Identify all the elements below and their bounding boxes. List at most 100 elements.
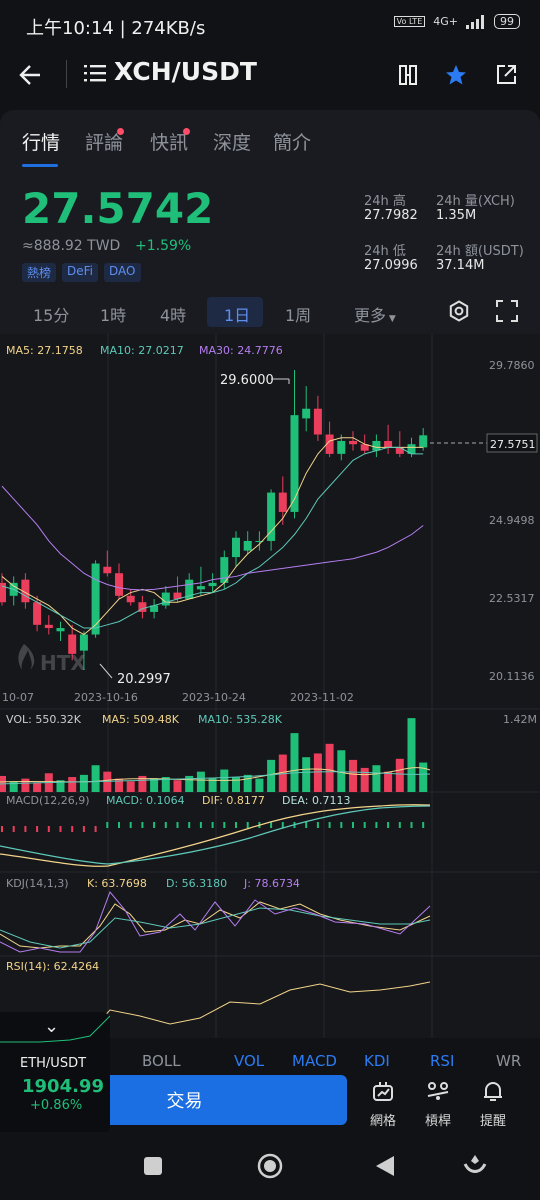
home-icon[interactable] bbox=[256, 1152, 284, 1180]
macd-bar bbox=[59, 826, 62, 832]
period-4h[interactable]: 4時 bbox=[160, 306, 187, 325]
tab-intro[interactable]: 簡介 bbox=[273, 132, 312, 154]
candle bbox=[21, 573, 30, 609]
dif-legend-value: DIF: 0.8177 bbox=[202, 794, 265, 807]
candle bbox=[126, 589, 135, 606]
candle bbox=[0, 573, 6, 606]
leverage-icon bbox=[427, 1082, 449, 1100]
volume-bar bbox=[21, 778, 30, 792]
vol-ma10-line bbox=[0, 771, 431, 785]
candle bbox=[349, 431, 357, 451]
indicator-tab-macd[interactable]: MACD bbox=[292, 1052, 337, 1066]
chart-area[interactable]: 29.7860 24.9498 22.5317 20.1136 MA5: 27.… bbox=[0, 334, 540, 1038]
fullscreen-icon[interactable] bbox=[496, 300, 518, 322]
period-more[interactable]: 更多 ▼ bbox=[354, 306, 396, 325]
volume-bar bbox=[126, 781, 135, 792]
period-1h[interactable]: 1時 bbox=[100, 306, 127, 325]
period-1w[interactable]: 1周 bbox=[285, 306, 312, 325]
menu-list-icon[interactable] bbox=[84, 64, 106, 82]
status-icons: Vo LTE 4G+ 99 bbox=[393, 14, 520, 29]
macd-bar bbox=[36, 826, 39, 832]
kdj-d-line bbox=[0, 907, 431, 949]
system-navigation-bar bbox=[0, 1132, 540, 1200]
stat-value-high: 27.7982 bbox=[364, 208, 418, 223]
volume-bar bbox=[349, 759, 357, 792]
tag-dao[interactable]: DAO bbox=[104, 263, 141, 282]
volume-bar bbox=[302, 757, 311, 792]
candle bbox=[419, 428, 428, 451]
indicator-tab-rsi[interactable]: RSI bbox=[430, 1052, 455, 1066]
tag-hot[interactable]: 熱榜 bbox=[22, 263, 57, 282]
macd-bar bbox=[363, 822, 366, 828]
tab-market[interactable]: 行情 bbox=[22, 132, 61, 154]
high-label: 29.6000 bbox=[220, 373, 274, 388]
candle bbox=[103, 550, 112, 577]
macd-bar bbox=[47, 826, 50, 832]
candle bbox=[325, 421, 334, 458]
x-tick-label: 2023-11-02 bbox=[290, 691, 354, 704]
candle bbox=[150, 599, 159, 619]
volume-bar bbox=[395, 758, 404, 792]
candle bbox=[255, 531, 264, 551]
candle bbox=[115, 563, 123, 600]
leverage-button[interactable]: 槓桿 bbox=[418, 1078, 458, 1129]
assist-icon[interactable] bbox=[462, 1152, 488, 1178]
vol-legend: VOL: 550.32K bbox=[6, 713, 82, 726]
macd-bar bbox=[352, 822, 354, 828]
indicator-settings-icon[interactable] bbox=[448, 300, 470, 322]
candle bbox=[196, 566, 205, 596]
network-label: 4G+ bbox=[433, 15, 458, 28]
floating-ticker-card[interactable]: ⌄ ETH/USDT 1904.99 +0.86% bbox=[0, 1012, 110, 1134]
candle bbox=[232, 531, 240, 567]
recent-apps-icon[interactable] bbox=[143, 1156, 163, 1176]
grid-label: 網格 bbox=[369, 1114, 396, 1129]
tag-defi[interactable]: DeFi bbox=[62, 263, 99, 282]
indicator-tab-vol[interactable]: VOL bbox=[234, 1052, 265, 1066]
split-screen-icon[interactable] bbox=[396, 63, 420, 87]
low-leader bbox=[99, 663, 113, 679]
share-icon[interactable] bbox=[494, 63, 518, 87]
y-tick-label: 24.9498 bbox=[489, 514, 535, 527]
indicator-tab-wr[interactable]: WR bbox=[496, 1052, 522, 1066]
kdj-j-line bbox=[0, 891, 431, 953]
x-tick-label: 2023-10-16 bbox=[74, 691, 138, 704]
back-arrow-icon[interactable] bbox=[18, 62, 44, 88]
candle bbox=[56, 621, 65, 641]
macd-bar bbox=[281, 822, 284, 828]
macd-bar bbox=[375, 822, 378, 828]
volume-bar bbox=[337, 750, 346, 792]
macd-bar bbox=[246, 822, 249, 828]
kline-chart[interactable]: 29.7860 24.9498 22.5317 20.1136 MA5: 27.… bbox=[0, 334, 540, 1038]
nav-divider bbox=[66, 60, 67, 88]
candle bbox=[243, 531, 252, 554]
volume-bar bbox=[232, 777, 240, 792]
candle bbox=[91, 560, 100, 638]
grid-button[interactable]: 網格 bbox=[363, 1078, 403, 1129]
tab-depth[interactable]: 深度 bbox=[213, 132, 252, 154]
macd-bar bbox=[24, 826, 27, 832]
tab-comments[interactable]: 評論 bbox=[85, 132, 124, 154]
dif-line bbox=[0, 804, 431, 867]
chevron-down-icon[interactable]: ⌄ bbox=[44, 1016, 60, 1037]
indicator-tab-boll[interactable]: BOLL bbox=[142, 1052, 181, 1066]
x-tick-label: 2023-10-24 bbox=[182, 691, 246, 704]
alert-button[interactable]: 提醒 bbox=[473, 1078, 513, 1129]
y-tick-label: 22.5317 bbox=[489, 592, 535, 605]
leverage-label: 槓桿 bbox=[424, 1114, 451, 1129]
period-15m[interactable]: 15分 bbox=[33, 306, 70, 325]
volume-bar bbox=[255, 778, 264, 792]
tag-list: 熱榜 DeFi DAO bbox=[22, 263, 141, 282]
volume-bar bbox=[79, 774, 88, 792]
ma5-line bbox=[1, 437, 424, 636]
indicator-tab-kdj[interactable]: KDJ bbox=[364, 1052, 390, 1066]
period-1d[interactable]: 1日 bbox=[224, 306, 251, 325]
grid-bot-icon bbox=[373, 1082, 393, 1101]
candle bbox=[384, 424, 393, 454]
tab-news[interactable]: 快訊 bbox=[150, 132, 189, 154]
y-tick-label: 20.1136 bbox=[489, 670, 535, 683]
star-icon[interactable] bbox=[444, 63, 468, 87]
candle bbox=[68, 624, 77, 661]
pair-title[interactable]: XCH/USDT bbox=[114, 57, 257, 86]
macd-bar bbox=[211, 822, 214, 828]
back-triangle-icon[interactable] bbox=[374, 1154, 396, 1178]
